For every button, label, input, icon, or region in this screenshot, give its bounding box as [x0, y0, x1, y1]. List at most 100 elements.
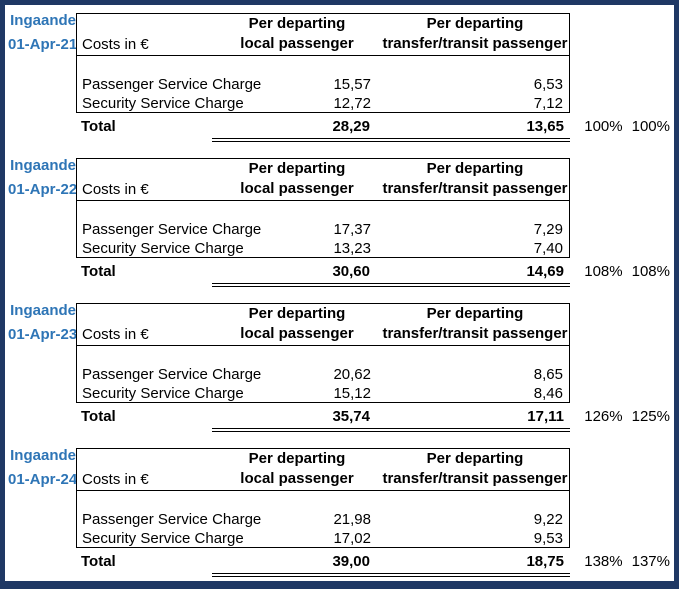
- tariff-section-2021: Ingaande 01-Apr-21 Costs in € Per depart…: [5, 12, 674, 153]
- value-local: 13,23: [333, 240, 371, 257]
- total-label: Total: [81, 553, 116, 570]
- table-row-security-charge: Security Service Charge 15,12 8,46: [77, 384, 569, 403]
- column-header-local-line1: Per departing: [248, 450, 346, 467]
- value-transfer: 7,40: [533, 240, 563, 257]
- column-header-transfer-line2: transfer/transit passenger: [382, 325, 568, 342]
- period-label: Ingaande 01-Apr-24: [8, 444, 78, 492]
- period-date: 01-Apr-24: [8, 471, 78, 488]
- column-header-local-line2: local passenger: [240, 180, 354, 197]
- column-header-transfer-line1: Per departing: [426, 305, 524, 322]
- column-header-transfer: Per departing transfer/transit passenger: [381, 449, 569, 490]
- total-values-double-underline: 28,29 13,65: [212, 117, 570, 142]
- total-local: 39,00: [332, 553, 370, 570]
- column-header-local-line2: local passenger: [240, 470, 354, 487]
- table-row-passenger-charge: Passenger Service Charge 20,62 8,65: [77, 365, 569, 384]
- row-label: Passenger Service Charge: [82, 76, 262, 93]
- total-label: Total: [81, 118, 116, 135]
- total-transfer: 13,65: [526, 118, 564, 135]
- pct-transfer: 100%: [631, 118, 670, 135]
- total-row: Total 28,29 13,65: [76, 117, 570, 142]
- row-label: Passenger Service Charge: [82, 221, 262, 238]
- period-label: Ingaande 01-Apr-22: [8, 154, 78, 202]
- percentage-indicators: 108% 108%: [578, 262, 670, 281]
- costs-in-euro-label: Costs in €: [82, 181, 149, 198]
- total-values-double-underline: 39,00 18,75: [212, 552, 570, 577]
- total-row: Total 30,60 14,69: [76, 262, 570, 287]
- tariff-table: Costs in € Per departing local passenger…: [76, 448, 570, 548]
- pct-local: 138%: [584, 553, 623, 570]
- percentage-indicators: 126% 125%: [578, 407, 670, 426]
- tariff-section-2023: Ingaande 01-Apr-23 Costs in € Per depart…: [5, 302, 674, 443]
- row-label: Security Service Charge: [82, 240, 244, 257]
- column-header-local-line2: local passenger: [240, 325, 354, 342]
- value-transfer: 8,65: [533, 366, 563, 383]
- column-header-transfer: Per departing transfer/transit passenger: [381, 14, 569, 55]
- table-row-passenger-charge: Passenger Service Charge 15,57 6,53: [77, 75, 569, 94]
- column-header-local-line1: Per departing: [248, 305, 346, 322]
- pct-local: 126%: [584, 408, 623, 425]
- period-label: Ingaande 01-Apr-21: [8, 9, 77, 57]
- row-label: Passenger Service Charge: [82, 366, 262, 383]
- row-label: Security Service Charge: [82, 530, 244, 547]
- ingaande-label: Ingaande: [10, 157, 76, 174]
- column-header-transfer-line2: transfer/transit passenger: [382, 180, 568, 197]
- blank-row: [77, 491, 569, 510]
- total-transfer: 17,11: [527, 408, 564, 425]
- pct-local: 100%: [584, 118, 623, 135]
- column-header-transfer-line1: Per departing: [426, 160, 524, 177]
- column-header-transfer-line2: transfer/transit passenger: [382, 470, 568, 487]
- table-row-security-charge: Security Service Charge 12,72 7,12: [77, 94, 569, 113]
- percentage-indicators: 138% 137%: [578, 552, 670, 571]
- column-header-local: Per departing local passenger: [213, 449, 381, 490]
- tariff-table: Costs in € Per departing local passenger…: [76, 303, 570, 403]
- column-header-local: Per departing local passenger: [213, 14, 381, 55]
- total-transfer: 18,75: [526, 553, 564, 570]
- value-transfer: 9,53: [533, 530, 563, 547]
- pct-local: 108%: [584, 263, 623, 280]
- column-header-transfer: Per departing transfer/transit passenger: [381, 304, 569, 345]
- tariff-table: Costs in € Per departing local passenger…: [76, 13, 570, 113]
- column-header-local-line2: local passenger: [240, 35, 354, 52]
- table-header-row: Costs in € Per departing local passenger…: [77, 449, 569, 491]
- period-date: 01-Apr-23: [8, 326, 78, 343]
- table-row-passenger-charge: Passenger Service Charge 21,98 9,22: [77, 510, 569, 529]
- pct-transfer: 125%: [631, 408, 670, 425]
- table-row-security-charge: Security Service Charge 13,23 7,40: [77, 239, 569, 258]
- row-label: Security Service Charge: [82, 95, 244, 112]
- total-local: 28,29: [332, 118, 370, 135]
- total-values-double-underline: 30,60 14,69: [212, 262, 570, 287]
- blank-row: [77, 201, 569, 220]
- ingaande-label: Ingaande: [10, 12, 76, 29]
- column-header-transfer: Per departing transfer/transit passenger: [381, 159, 569, 200]
- blank-row: [77, 56, 569, 75]
- column-header-local: Per departing local passenger: [213, 159, 381, 200]
- table-header-row: Costs in € Per departing local passenger…: [77, 159, 569, 201]
- spreadsheet-canvas: Ingaande 01-Apr-21 Costs in € Per depart…: [5, 5, 674, 581]
- total-label: Total: [81, 408, 116, 425]
- row-label: Passenger Service Charge: [82, 511, 262, 528]
- tariff-section-2024: Ingaande 01-Apr-24 Costs in € Per depart…: [5, 447, 674, 588]
- value-local: 20,62: [333, 366, 371, 383]
- total-row: Total 35,74 17,11: [76, 407, 570, 432]
- value-transfer: 9,22: [533, 511, 563, 528]
- total-values-double-underline: 35,74 17,11: [212, 407, 570, 432]
- value-local: 15,12: [333, 385, 371, 402]
- total-row: Total 39,00 18,75: [76, 552, 570, 577]
- period-date: 01-Apr-22: [8, 181, 78, 198]
- total-local: 35,74: [332, 408, 370, 425]
- blank-row: [77, 346, 569, 365]
- row-label: Security Service Charge: [82, 385, 244, 402]
- costs-in-euro-label: Costs in €: [82, 36, 149, 53]
- value-transfer: 7,29: [533, 221, 563, 238]
- ingaande-label: Ingaande: [10, 447, 76, 464]
- pct-transfer: 137%: [631, 553, 670, 570]
- table-header-row: Costs in € Per departing local passenger…: [77, 304, 569, 346]
- costs-in-euro-label: Costs in €: [82, 326, 149, 343]
- tariff-section-2022: Ingaande 01-Apr-22 Costs in € Per depart…: [5, 157, 674, 298]
- column-header-transfer-line1: Per departing: [426, 15, 524, 32]
- column-header-local-line1: Per departing: [248, 160, 346, 177]
- value-local: 17,37: [333, 221, 371, 238]
- total-local: 30,60: [332, 263, 370, 280]
- value-transfer: 8,46: [533, 385, 563, 402]
